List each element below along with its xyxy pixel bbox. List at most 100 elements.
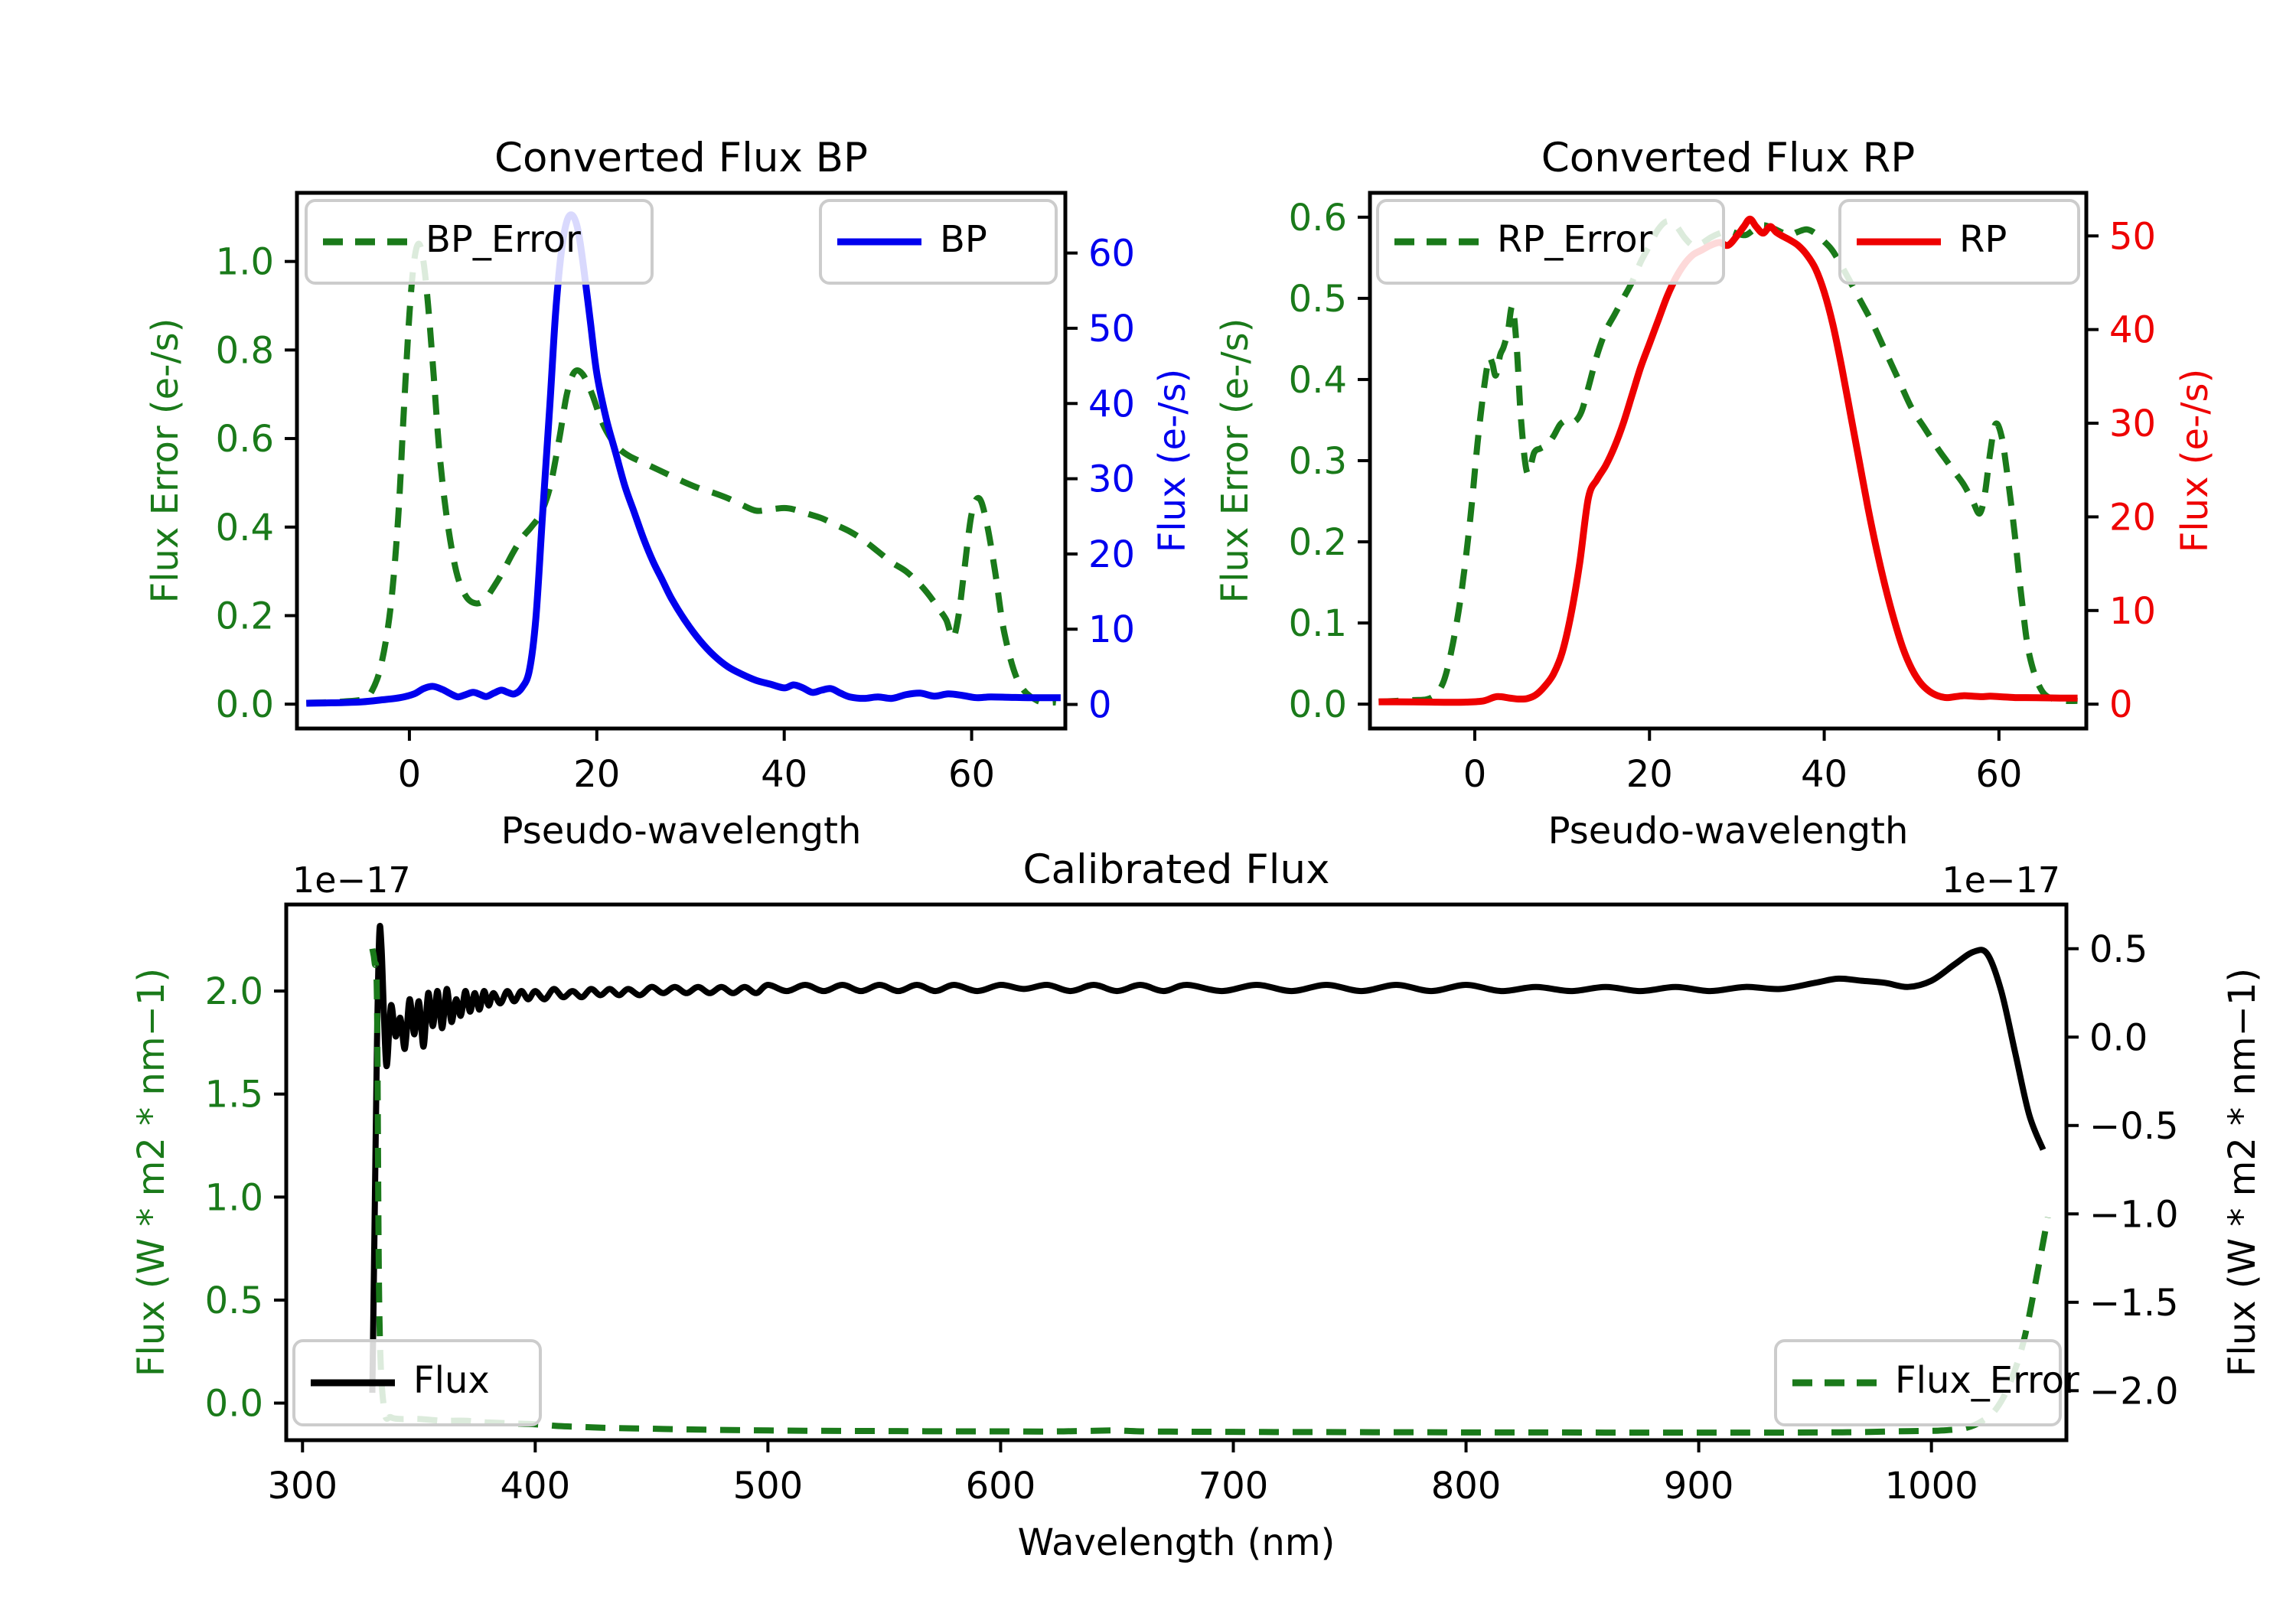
panel-converted-flux-bp-legend-bp: BP [819,199,1058,285]
y-tick-left-label: 0.8 [216,329,274,372]
y-tick-right-label: −1.5 [2089,1282,2179,1325]
panel-converted-flux-rp-xlabel: Pseudo-wavelength [1548,810,1909,852]
panel-converted-flux-rp-right-y-axis: 0 10 20 30 40 50 Flux (e-/s) [2086,215,2216,726]
panel-calibrated-flux-right-y-axis: −2.0 −1.5 −1.0 −0.5 0.0 0.5 Flux (W * m2 * nm−… [2066,928,2264,1413]
panel-calibrated-flux-legend-flux-error: Flux_Error [1774,1339,2079,1426]
panel-converted-flux-bp-legend-bp-error: BP_Error [305,199,654,285]
y-tick-left-label: 0.5 [1289,278,1347,321]
y-tick-right-label: 0.0 [2089,1016,2148,1059]
y-tick-left-label: 0.4 [1289,359,1347,402]
series-rp-error [1378,217,2078,705]
panel-converted-flux-rp-title: Converted Flux RP [1541,135,1915,181]
y-tick-left-label: 1.5 [205,1074,263,1116]
y-tick-right-label: −1.0 [2089,1193,2179,1236]
x-tick-label: 0 [398,753,422,796]
y-tick-right-label: −2.0 [2089,1370,2179,1413]
panel-calibrated-flux-right-offset-text: 1e−17 [1942,859,2060,901]
legend-box-rp-error [1376,199,1725,285]
x-tick-label: 60 [1975,753,2022,796]
y-tick-left-label: 1.0 [216,241,274,284]
panel-converted-flux-bp-title: Converted Flux BP [494,135,868,181]
x-tick-label: 20 [573,753,620,796]
panel-converted-flux-rp-x-axis: 0 20 40 60 Pseudo-wavelength [1463,729,2022,852]
y-tick-left-label: 2.0 [205,970,263,1013]
y-tick-right-label: 40 [1088,383,1135,425]
legend-label-bp-error: BP_Error [426,218,581,261]
y-tick-right-label: 0 [2109,683,2133,726]
panel-converted-flux-rp: Converted Flux RP 0 20 40 60 Pseudo-wavelengt… [1214,135,2216,852]
y-tick-left-label: 0.5 [205,1279,263,1322]
legend-label-bp: BP [940,218,987,261]
series-bp [306,211,1061,707]
x-tick-label: 40 [761,753,807,796]
y-tick-right-label: 50 [2109,215,2156,258]
legend-box-bp [819,199,1058,285]
y-tick-right-label: 30 [2109,403,2156,445]
y-tick-left-label: 0.2 [1289,521,1347,564]
panel-converted-flux-bp: Converted Flux BP 0 20 40 60 Pseudo-wavelengt… [144,135,1194,852]
x-tick-label: 700 [1199,1465,1269,1508]
x-tick-label: 1000 [1885,1465,1978,1508]
y-tick-left-label: 0.0 [1289,683,1347,726]
y-tick-left-label: 0.3 [1289,440,1347,483]
panel-calibrated-flux-x-axis: 300 400 500 600 700 800 900 1000 Wavelength (nm) [267,1440,1978,1564]
y-tick-left-label: 0.4 [216,507,274,549]
panel-converted-flux-bp-left-y-axis: 0.0 0.2 0.4 0.6 0.8 1.0 Flux Error (e-/s) [144,241,297,726]
panel-converted-flux-bp-axes-frame [295,191,1068,731]
x-tick-label: 400 [501,1465,571,1508]
y-tick-left-label: 1.0 [205,1176,263,1219]
panel-calibrated-flux-left-offset-text: 1e−17 [292,859,411,901]
panel-converted-flux-rp-data [1378,215,2078,706]
y-tick-right-label: 50 [1088,308,1135,350]
y-tick-right-label: 0 [1088,684,1112,727]
y-tick-right-label: 60 [1088,233,1135,275]
panel-converted-flux-rp-ylabel-right: Flux (e-/s) [2174,369,2216,553]
y-tick-right-label: 20 [2109,496,2156,539]
x-tick-label: 800 [1431,1465,1502,1508]
panel-calibrated-flux-ylabel-right: Flux (W * m2 * nm−1) [2221,968,2264,1377]
panel-converted-flux-bp-xlabel: Pseudo-wavelength [501,810,862,852]
panel-converted-flux-rp-legend-rp: RP [1838,199,2080,285]
x-tick-label: 500 [733,1465,804,1508]
panel-calibrated-flux-xlabel: Wavelength (nm) [1018,1521,1336,1564]
panel-converted-flux-rp-ylabel-left: Flux Error (e-/s) [1214,318,1257,604]
y-tick-left-label: 0.2 [216,595,274,637]
panel-calibrated-flux-legend-flux: Flux [292,1339,542,1426]
y-tick-right-label: 10 [2109,590,2156,633]
panel-converted-flux-bp-x-axis: 0 20 40 60 Pseudo-wavelength [398,729,995,852]
x-tick-label: 900 [1664,1465,1734,1508]
x-tick-label: 600 [966,1465,1036,1508]
y-tick-left-label: 0.0 [205,1383,263,1426]
legend-label-rp-error: RP_Error [1497,218,1653,261]
x-tick-label: 40 [1801,753,1848,796]
x-tick-label: 300 [267,1465,338,1508]
legend-label-flux: Flux [413,1359,490,1402]
y-tick-left-label: 0.6 [1289,197,1347,240]
y-tick-left-label: 0.1 [1289,602,1347,645]
legend-box-bp-error [305,199,654,285]
panel-converted-flux-rp-legend-rp-error: RP_Error [1376,199,1725,285]
x-tick-label: 60 [948,753,995,796]
panel-converted-flux-bp-data [306,211,1061,707]
panel-converted-flux-bp-right-y-axis: 0 10 20 30 40 50 60 Flux (e-/s) [1065,233,1194,727]
y-tick-left-label: 0.6 [216,418,274,461]
x-tick-label: 20 [1626,753,1673,796]
panel-converted-flux-bp-ylabel-left: Flux Error (e-/s) [144,318,187,604]
panel-converted-flux-rp-left-y-axis: 0.0 0.1 0.2 0.3 0.4 0.5 0.6 Flux Error (e-/s) [1214,197,1370,726]
panel-calibrated-flux-left-y-axis: 0.0 0.5 1.0 1.5 2.0 Flux (W * m2 * nm−1) [130,968,286,1426]
y-tick-right-label: 10 [1088,608,1135,651]
series-rp [1378,215,2078,706]
y-tick-right-label: 0.5 [2089,928,2148,971]
panel-converted-flux-bp-ylabel-right: Flux (e-/s) [1151,369,1194,553]
y-tick-right-label: 30 [1088,458,1135,501]
y-tick-right-label: 40 [2109,309,2156,352]
panel-calibrated-flux-title: Calibrated Flux [1023,846,1330,893]
legend-box-flux [292,1339,542,1426]
y-tick-right-label: 20 [1088,533,1135,576]
x-tick-label: 0 [1463,753,1487,796]
panel-calibrated-flux: Calibrated Flux 300 400 500 600 700 800 900 1000… [130,846,2264,1564]
series-bp-error [306,240,1057,706]
panel-calibrated-flux-ylabel-left: Flux (W * m2 * nm−1) [130,968,173,1377]
